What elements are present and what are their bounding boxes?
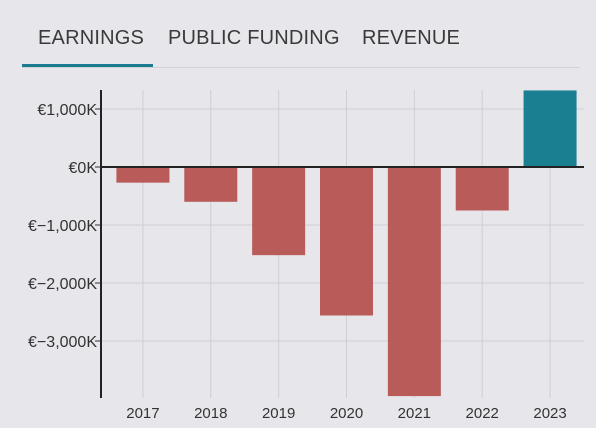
y-tick-label: €1,000K	[37, 102, 97, 119]
x-tick-label: 2020	[330, 405, 363, 422]
y-tick-label: €0K	[69, 160, 98, 177]
active-tab-indicator	[22, 64, 153, 67]
tab-revenue[interactable]: REVENUE	[362, 27, 461, 49]
x-tick-label: 2017	[126, 405, 159, 422]
bar-2022	[455, 167, 509, 211]
y-tick-label: €−3,000K	[28, 334, 97, 351]
bar-2020	[320, 167, 373, 316]
tab-public-funding[interactable]: PUBLIC FUNDING	[168, 27, 340, 49]
x-tick-label: 2018	[194, 405, 227, 422]
y-tick-label: €−2,000K	[28, 276, 97, 293]
x-tick-label: 2021	[398, 405, 431, 422]
bar-2019	[252, 167, 306, 256]
x-tick-label: 2023	[533, 405, 566, 422]
tab-earnings[interactable]: EARNINGS	[38, 27, 145, 49]
bar-2017	[116, 167, 170, 183]
tab-bar: EARNINGS PUBLIC FUNDING REVENUE	[22, 0, 580, 68]
bar-2023	[523, 90, 577, 167]
x-tick-label: 2022	[466, 405, 499, 422]
bar-2018	[184, 167, 238, 202]
bar-2021	[387, 167, 441, 397]
x-tick-label: 2019	[262, 405, 295, 422]
y-tick-label: €−1,000K	[28, 218, 97, 235]
